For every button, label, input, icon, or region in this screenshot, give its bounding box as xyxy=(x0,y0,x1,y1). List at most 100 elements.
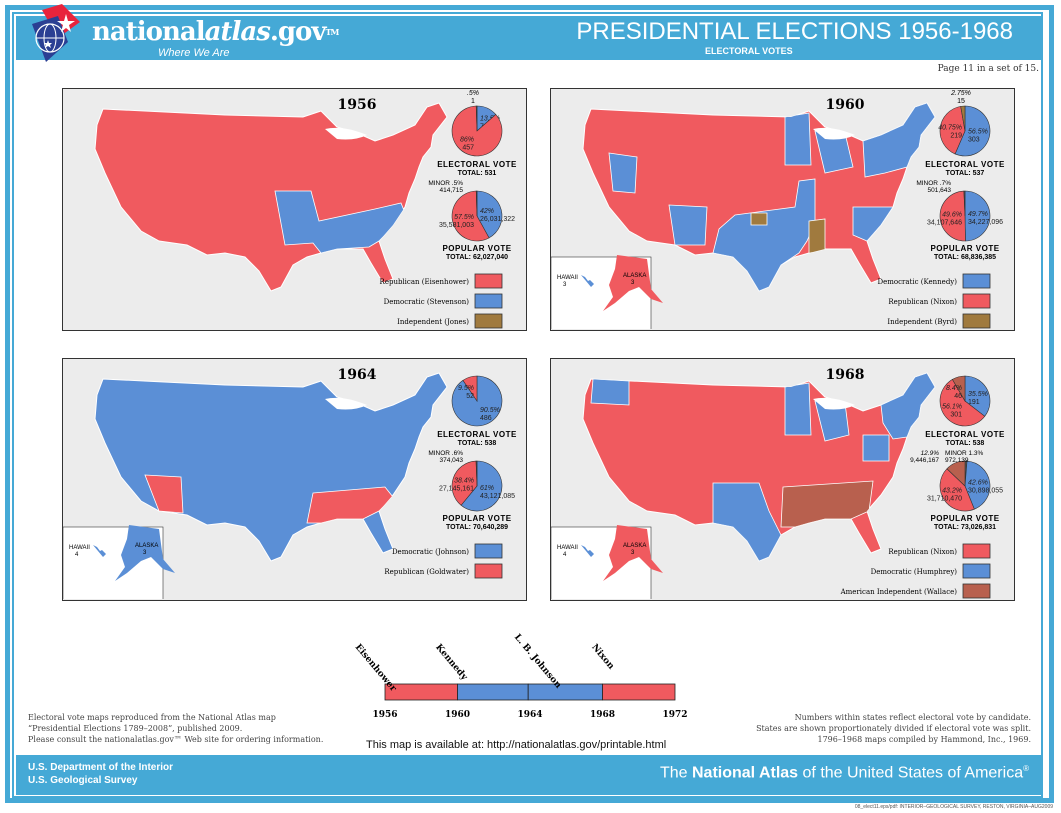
electoral-title: ELECTORAL VOTE xyxy=(925,160,1005,169)
agency-line: U.S. Department of the Interior xyxy=(28,762,174,773)
natl-part: The xyxy=(659,764,692,782)
popular-pie-value: 27,145,161 xyxy=(439,485,474,492)
president-label: Nixon xyxy=(589,643,616,672)
great-lakes xyxy=(813,397,855,410)
popular-pie-slice-american_independent xyxy=(946,460,966,487)
legend-swatch-republican xyxy=(474,563,503,579)
us-map xyxy=(94,372,448,562)
popular-pie-slice-minor xyxy=(963,190,966,217)
popular-title: POPULAR VOTE xyxy=(442,244,511,253)
page-info: Page 11 in a set of 15. xyxy=(937,64,1039,74)
popular-pie-value: 35,581,003 xyxy=(439,222,474,229)
popular-pie-pct: 42% xyxy=(480,208,494,215)
us-map xyxy=(94,102,448,292)
production-credit: 08_elect11.eps/pdf: INTERIOR–GEOLOGICAL … xyxy=(854,804,1053,810)
contiguous-us xyxy=(94,102,448,292)
year-tick: 1956 xyxy=(372,710,397,720)
states-independent xyxy=(750,212,768,226)
legend-swatch-democratic xyxy=(962,563,991,579)
hawaii-shape xyxy=(93,545,106,557)
year-tick: 1968 xyxy=(590,710,615,720)
electoral-pie-value: 219 xyxy=(950,133,962,140)
page-border xyxy=(5,5,1054,803)
popular-minor: MINOR .5% xyxy=(428,180,463,187)
legend-swatch-republican xyxy=(962,543,991,559)
note-line: Please consult the nationalatlas.gov™ We… xyxy=(28,735,324,744)
alaska-ev: 3 xyxy=(631,280,635,286)
great-lakes xyxy=(325,127,367,140)
electoral-pie-pct: 35.5% xyxy=(968,391,988,398)
legend-swatch-american_independent xyxy=(962,583,991,599)
state-overlays xyxy=(144,474,394,524)
electoral-title: ELECTORAL VOTE xyxy=(925,430,1005,439)
legend-label: American Independent (Wallace) xyxy=(840,588,958,596)
hawaii-ev: 4 xyxy=(75,552,79,558)
legend-swatch-republican xyxy=(962,293,991,309)
electoral-title: ELECTORAL VOTE xyxy=(437,430,517,439)
term-bar-democratic xyxy=(527,683,603,701)
hawaii-label: HAWAII xyxy=(69,545,90,551)
popular-minor-value: 972,139 xyxy=(945,457,969,464)
header-band: PRESIDENTIAL ELECTIONS 1956-1968 ELECTOR… xyxy=(16,16,1043,60)
popular-pie-value: 34,107,646 xyxy=(927,219,962,226)
electoral-total: TOTAL: 537 xyxy=(946,170,985,177)
hawaii-ev: 4 xyxy=(563,552,567,558)
hawaii-shape xyxy=(581,545,594,557)
map-panel-1968: 1968 HAWAII 4 ALASKA 3 35.5% 191 56.1% 301 8.4% 46… xyxy=(550,358,1015,601)
popular-pie-pct: 61% xyxy=(480,485,494,492)
states-democratic xyxy=(590,378,630,406)
note-line: States are shown proportionately divided… xyxy=(756,724,1031,733)
popular-pie-slice-democratic xyxy=(964,460,991,510)
alaska-shape xyxy=(603,525,663,581)
popular-pie-slice-democratic xyxy=(964,190,991,242)
legend-label: Republican (Nixon) xyxy=(888,298,957,306)
states-democratic xyxy=(862,103,935,178)
electoral-pie-value: 457 xyxy=(462,144,474,151)
explanation-note: Numbers within states reflect electoral … xyxy=(756,712,1031,745)
electoral-pie-slice-republican xyxy=(451,105,503,157)
availability-link[interactable]: This map is available at: http://nationa… xyxy=(366,739,667,751)
page-title: PRESIDENTIAL ELECTIONS 1956-1968 xyxy=(576,18,1013,45)
hawaii-label: HAWAII xyxy=(557,275,578,281)
registered-mark: ® xyxy=(1023,764,1029,773)
popular-minor: MINOR .6% xyxy=(428,450,463,457)
note-line: “Presidential Elections 1789–2008”, publ… xyxy=(28,724,243,733)
popular-pie-slice-democratic xyxy=(476,190,503,239)
popular-total: TOTAL: 68,836,385 xyxy=(934,254,996,261)
map-year: 1956 xyxy=(338,97,377,113)
electoral-title: ELECTORAL VOTE xyxy=(437,160,517,169)
legend-label: Democratic (Kennedy) xyxy=(878,278,958,286)
popular-title: POPULAR VOTE xyxy=(442,514,511,523)
inner-border xyxy=(12,12,1043,798)
legend-swatch-republican xyxy=(474,273,503,289)
alaska-shape xyxy=(603,255,663,311)
legend-label: Republican (Goldwater) xyxy=(384,568,469,576)
map-year: 1960 xyxy=(826,97,865,113)
legend-swatch-independent xyxy=(474,313,503,329)
states-republican xyxy=(144,474,184,514)
popular-pie-slice-minor xyxy=(475,460,478,487)
electoral-pie-value: 191 xyxy=(968,399,980,406)
states-democratic xyxy=(880,373,935,440)
popular-pie-slice-republican xyxy=(451,460,478,506)
page-subtitle: ELECTORAL VOTES xyxy=(705,46,793,56)
popular-total: TOTAL: 73,026,831 xyxy=(934,524,996,531)
alaska-label: ALASKA xyxy=(623,273,646,279)
electoral-pie-slice-american_independent xyxy=(951,375,966,403)
popular-pie-slice-republican xyxy=(451,190,490,242)
national-atlas-logo xyxy=(32,4,80,62)
states-independent xyxy=(808,218,826,254)
electoral-total: TOTAL: 538 xyxy=(458,440,497,447)
brand-wordmark: nationalatlas.govTM xyxy=(92,18,340,46)
states-democratic xyxy=(784,382,812,436)
electoral-pie-slice-democratic xyxy=(954,105,991,157)
legend-swatch-democratic xyxy=(474,543,503,559)
electoral-pie-value: 46 xyxy=(954,393,962,400)
popular-pie-pct: 57.5% xyxy=(454,214,474,221)
electoral-pie-slice-republican xyxy=(939,378,986,427)
electoral-pie-pct: .5% xyxy=(467,90,479,97)
term-bar-republican xyxy=(602,683,676,701)
trademark: TM xyxy=(325,27,340,37)
